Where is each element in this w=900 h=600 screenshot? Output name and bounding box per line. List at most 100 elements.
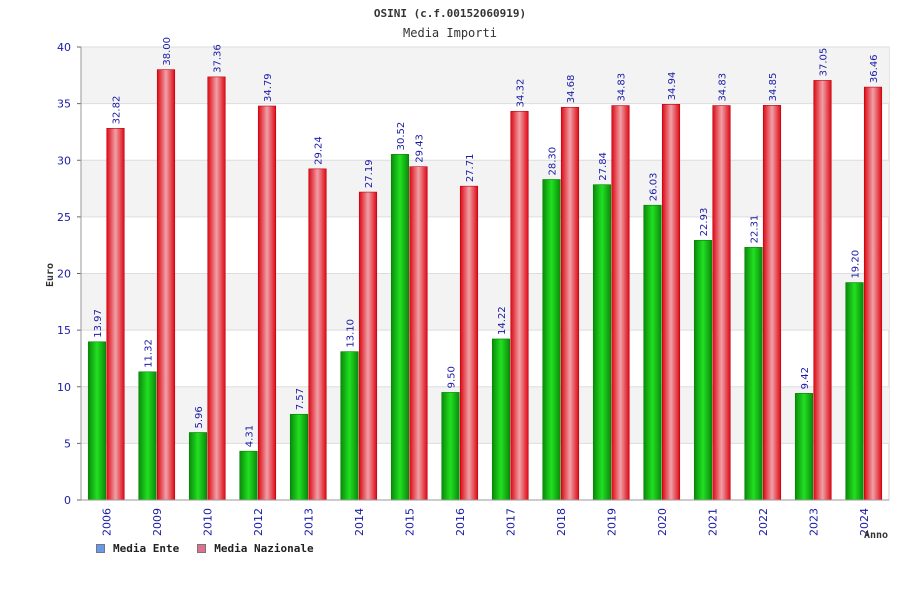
x-tick-label: 2023 (807, 508, 820, 536)
data-label: 22.93 (699, 208, 710, 237)
data-label: 34.68 (566, 75, 577, 104)
data-label: 36.46 (869, 54, 880, 83)
bar-media-nazionale (257, 105, 277, 501)
legend-label-media-nazionale: Media Nazionale (214, 542, 314, 555)
data-label: 34.94 (667, 72, 678, 101)
x-tick-label: 2017 (504, 508, 517, 536)
x-tick-label: 2016 (454, 508, 467, 536)
data-label: 38.00 (162, 37, 173, 66)
bar-media-nazionale (358, 191, 378, 501)
y-tick-label: 35 (57, 98, 71, 111)
bar-media-nazionale (207, 76, 226, 501)
bar-media-ente (87, 341, 107, 501)
data-label: 30.52 (396, 122, 407, 151)
bar-media-ente (693, 240, 713, 501)
data-label: 13.97 (93, 309, 104, 338)
data-label: 28.30 (548, 147, 559, 176)
data-label: 11.32 (144, 339, 155, 368)
legend-item-media-nazionale: Media Nazionale (197, 542, 314, 555)
y-tick-label: 0 (64, 494, 71, 507)
data-label: 27.19 (364, 159, 375, 188)
data-label: 29.24 (314, 136, 325, 165)
legend: Media Ente Media Nazionale (96, 542, 314, 555)
data-labels-group: 13.97 32.82 11.32 38.00 5.96 37.36 4.31 34.79 7.… (93, 37, 880, 447)
x-tick-label: 2019 (605, 508, 618, 536)
y-tick-label: 5 (64, 437, 71, 450)
bar-media-ente (592, 184, 612, 501)
bar-media-ente (289, 413, 309, 501)
legend-label-media-ente: Media Ente (113, 542, 180, 555)
x-tick-label: 2015 (403, 508, 416, 536)
x-tick-label: 2013 (302, 508, 315, 536)
data-label: 37.36 (213, 44, 224, 73)
bar-media-nazionale (510, 111, 529, 501)
y-tick-label: 30 (57, 154, 71, 167)
x-tick-label: 2010 (201, 508, 214, 536)
bar-media-ente (542, 179, 561, 501)
bar-media-ente (188, 432, 208, 501)
data-label: 26.03 (649, 173, 660, 202)
bar-media-nazionale (560, 106, 580, 501)
y-tick-label: 10 (57, 381, 71, 394)
bar-media-ente (340, 351, 359, 501)
data-label: 34.79 (263, 73, 274, 102)
bar-media-ente (845, 282, 864, 501)
bar-media-nazionale (762, 105, 782, 501)
bar-media-ente (643, 204, 662, 501)
x-tick-label: 2020 (656, 508, 669, 536)
y-axis-label: Euro (45, 263, 56, 287)
data-label: 22.31 (750, 215, 761, 244)
bar-media-nazionale (459, 185, 479, 501)
data-label: 4.31 (245, 425, 256, 447)
x-tick-label: 2024 (858, 508, 871, 536)
bar-media-nazionale (863, 86, 883, 501)
bar-media-ente (744, 247, 763, 501)
x-tick-label: 2009 (151, 508, 164, 536)
bar-media-nazionale (409, 166, 428, 501)
x-tick-label: 2012 (252, 508, 265, 536)
data-label: 5.96 (194, 406, 205, 428)
y-tick-label: 25 (57, 211, 71, 224)
bar-media-nazionale (712, 105, 731, 501)
data-label: 27.84 (598, 152, 609, 181)
bar-media-nazionale (106, 128, 125, 501)
bars-group (87, 69, 883, 501)
data-label: 32.82 (112, 96, 123, 125)
bar-media-ente (239, 450, 258, 501)
data-label: 14.22 (497, 306, 508, 335)
data-label: 7.57 (295, 388, 306, 410)
bar-media-ente (491, 338, 511, 501)
data-label: 34.85 (768, 73, 779, 102)
y-tick-label: 20 (57, 268, 71, 281)
data-label: 34.83 (718, 73, 729, 102)
data-label: 37.05 (819, 48, 830, 77)
bar-media-ente (390, 154, 410, 501)
data-label: 13.10 (346, 319, 357, 348)
x-axis-label: Anno (864, 530, 888, 541)
chart-title: OSINI (c.f.00152060919) (374, 7, 526, 20)
x-tick-label: 2018 (555, 508, 568, 536)
x-tick-label: 2014 (353, 508, 366, 536)
legend-swatch-media-ente (96, 544, 105, 553)
bar-media-nazionale (156, 69, 176, 501)
data-label: 34.83 (617, 73, 628, 102)
y-tick-label: 15 (57, 324, 71, 337)
x-tick-label: 2021 (706, 508, 719, 536)
data-label: 27.71 (465, 154, 476, 183)
x-tick-label: 2022 (757, 508, 770, 536)
data-label: 34.32 (516, 79, 527, 108)
x-axis: 2006 2009 2010 2012 2013 2014 2015 2016 2017 2018… (81, 499, 889, 536)
chart-subtitle: Media Importi (403, 26, 497, 40)
y-axis: 0 5 10 15 20 25 30 35 40 (57, 41, 82, 507)
x-tick-label: 2006 (100, 508, 113, 536)
y-tick-label: 40 (57, 41, 71, 54)
bar-media-ente (794, 393, 814, 501)
data-label: 9.50 (447, 366, 458, 388)
data-label: 29.43 (415, 134, 426, 163)
legend-item-media-ente: Media Ente (96, 542, 179, 555)
data-label: 19.20 (851, 250, 862, 279)
legend-swatch-media-nazionale (197, 544, 207, 553)
bar-media-ente (441, 392, 460, 501)
bar-media-nazionale (661, 104, 681, 501)
